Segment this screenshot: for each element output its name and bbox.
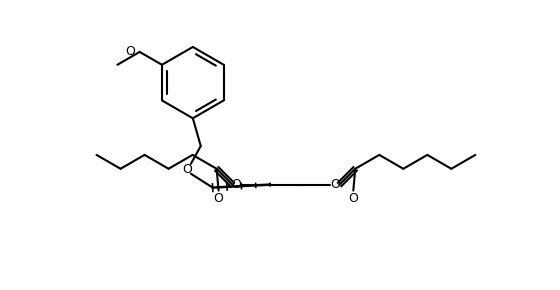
Text: O: O [231,178,241,191]
Text: O: O [182,163,192,176]
Text: O: O [214,192,223,205]
Text: O: O [125,46,135,58]
Text: O: O [348,192,358,205]
Text: O: O [330,178,340,191]
